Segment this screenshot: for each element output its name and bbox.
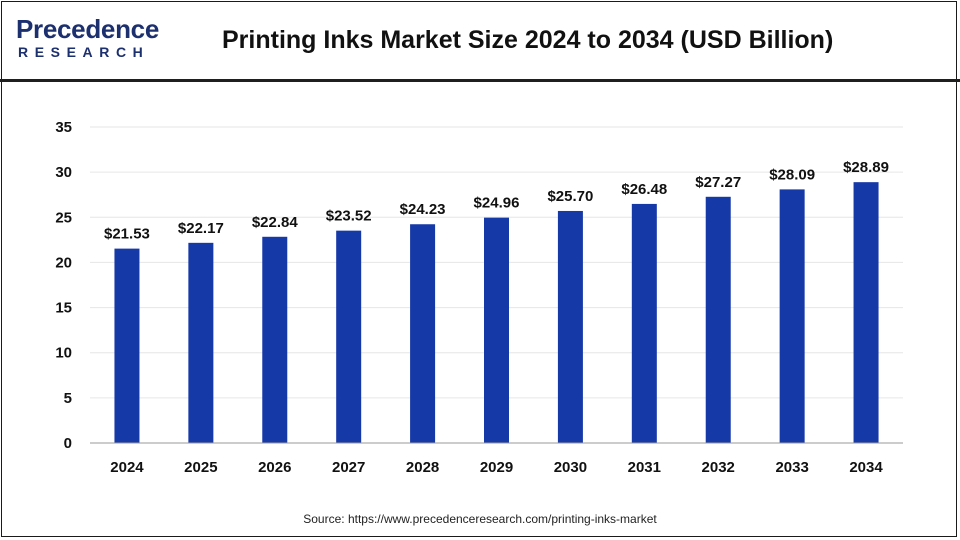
- y-tick-label: 20: [55, 254, 72, 271]
- bar-2034: [853, 182, 879, 444]
- y-tick-label: 30: [55, 164, 72, 181]
- data-label-2027: $23.52: [326, 208, 372, 225]
- x-tick-label-2026: 2026: [258, 459, 291, 476]
- bar-2031: [631, 203, 657, 443]
- logo-subtitle: RESEARCH: [18, 44, 150, 60]
- bar-2032: [705, 196, 731, 443]
- data-label-2028: $24.23: [400, 201, 446, 218]
- chart-title: Printing Inks Market Size 2024 to 2034 (…: [222, 26, 834, 54]
- bars: [114, 182, 879, 444]
- y-tick-label: 5: [64, 390, 72, 407]
- data-label-2025: $22.17: [178, 220, 224, 237]
- logo-wordmark: Precedence: [16, 14, 159, 44]
- bar-2024: [114, 248, 140, 443]
- data-label-2030: $25.70: [547, 188, 593, 205]
- x-tick-label-2028: 2028: [406, 459, 439, 476]
- data-label-2031: $26.48: [621, 181, 667, 198]
- x-tick-label-2032: 2032: [702, 459, 735, 476]
- x-tick-label-2030: 2030: [554, 459, 587, 476]
- precedence-research-logo: Precedence RESEARCH: [16, 14, 166, 66]
- y-tick-label: 0: [64, 435, 72, 452]
- bar-2027: [336, 230, 362, 443]
- x-tick-label-2027: 2027: [332, 459, 365, 476]
- data-label-2033: $28.09: [769, 166, 815, 183]
- x-tick-label-2029: 2029: [480, 459, 513, 476]
- data-label-2029: $24.96: [474, 195, 520, 212]
- source-note: Source: https://www.precedenceresearch.c…: [303, 512, 657, 526]
- header-divider: [0, 79, 960, 82]
- x-tick-label-2024: 2024: [110, 459, 144, 476]
- bar-2028: [410, 224, 436, 443]
- bar-2030: [557, 210, 583, 443]
- x-axis-ticks: 2024 2025 2026 2027 2028 2029 2030 2031 2032 2033…: [110, 459, 883, 476]
- data-labels: $21.53 $22.17 $22.84 $23.52 $24.23 $24.96 $25.…: [104, 159, 889, 242]
- bar-2026: [262, 236, 288, 443]
- bar-2033: [779, 189, 805, 443]
- y-tick-label: 35: [55, 119, 72, 136]
- y-axis-ticks: 0 5 10 15 20 25 30 35: [55, 119, 72, 452]
- y-tick-label: 15: [55, 300, 72, 317]
- bar-2025: [188, 242, 214, 443]
- y-tick-label: 25: [55, 209, 72, 226]
- x-tick-label-2034: 2034: [849, 459, 883, 476]
- x-tick-label-2031: 2031: [628, 459, 661, 476]
- y-tick-label: 10: [55, 345, 72, 362]
- data-label-2032: $27.27: [695, 174, 741, 191]
- data-label-2024: $21.53: [104, 226, 150, 243]
- header: Precedence RESEARCH Printing Inks Market…: [0, 0, 960, 82]
- data-label-2034: $28.89: [843, 159, 889, 176]
- data-label-2026: $22.84: [252, 214, 299, 231]
- bar-2029: [484, 217, 509, 443]
- x-tick-label-2025: 2025: [184, 459, 217, 476]
- x-tick-label-2033: 2033: [775, 459, 808, 476]
